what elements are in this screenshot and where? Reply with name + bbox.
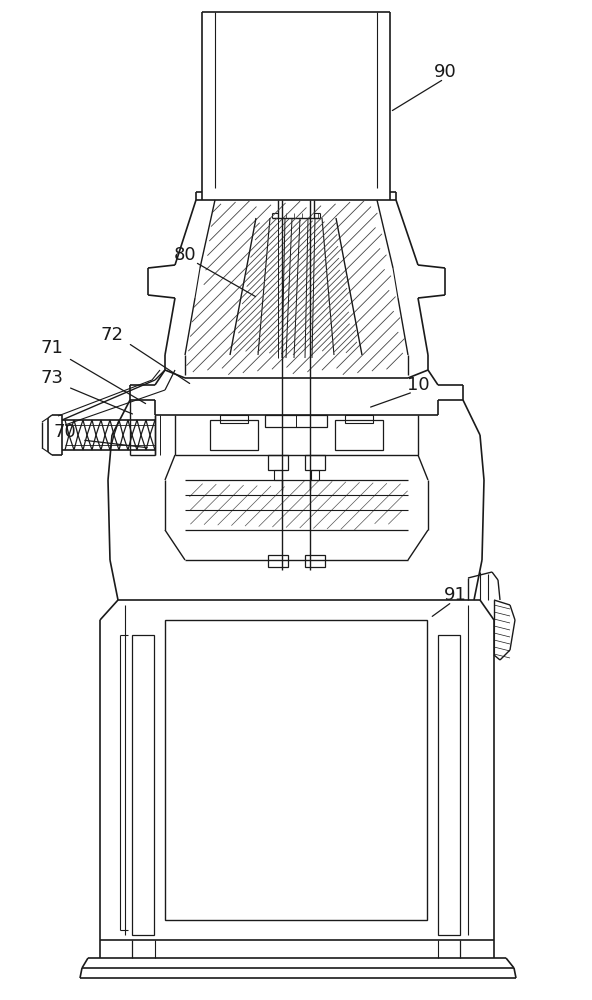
Text: 72: 72 (101, 326, 124, 344)
Text: 71: 71 (41, 339, 63, 357)
Text: 73: 73 (40, 369, 63, 387)
Text: 70: 70 (54, 423, 76, 441)
Bar (335, 420, 383, 450)
Bar (220, 415, 248, 423)
Bar (274, 470, 282, 480)
Text: 91: 91 (443, 586, 466, 604)
Text: 80: 80 (173, 246, 197, 264)
Text: 10: 10 (407, 376, 429, 394)
Text: 90: 90 (433, 63, 456, 81)
Bar (268, 455, 288, 470)
Bar (311, 470, 319, 480)
Bar (345, 415, 373, 423)
Bar (305, 555, 325, 567)
Bar (438, 635, 460, 935)
Bar (305, 455, 325, 470)
Bar (265, 415, 327, 427)
Bar (132, 635, 154, 935)
Bar (210, 420, 258, 450)
Bar (268, 555, 288, 567)
Bar (165, 620, 427, 920)
